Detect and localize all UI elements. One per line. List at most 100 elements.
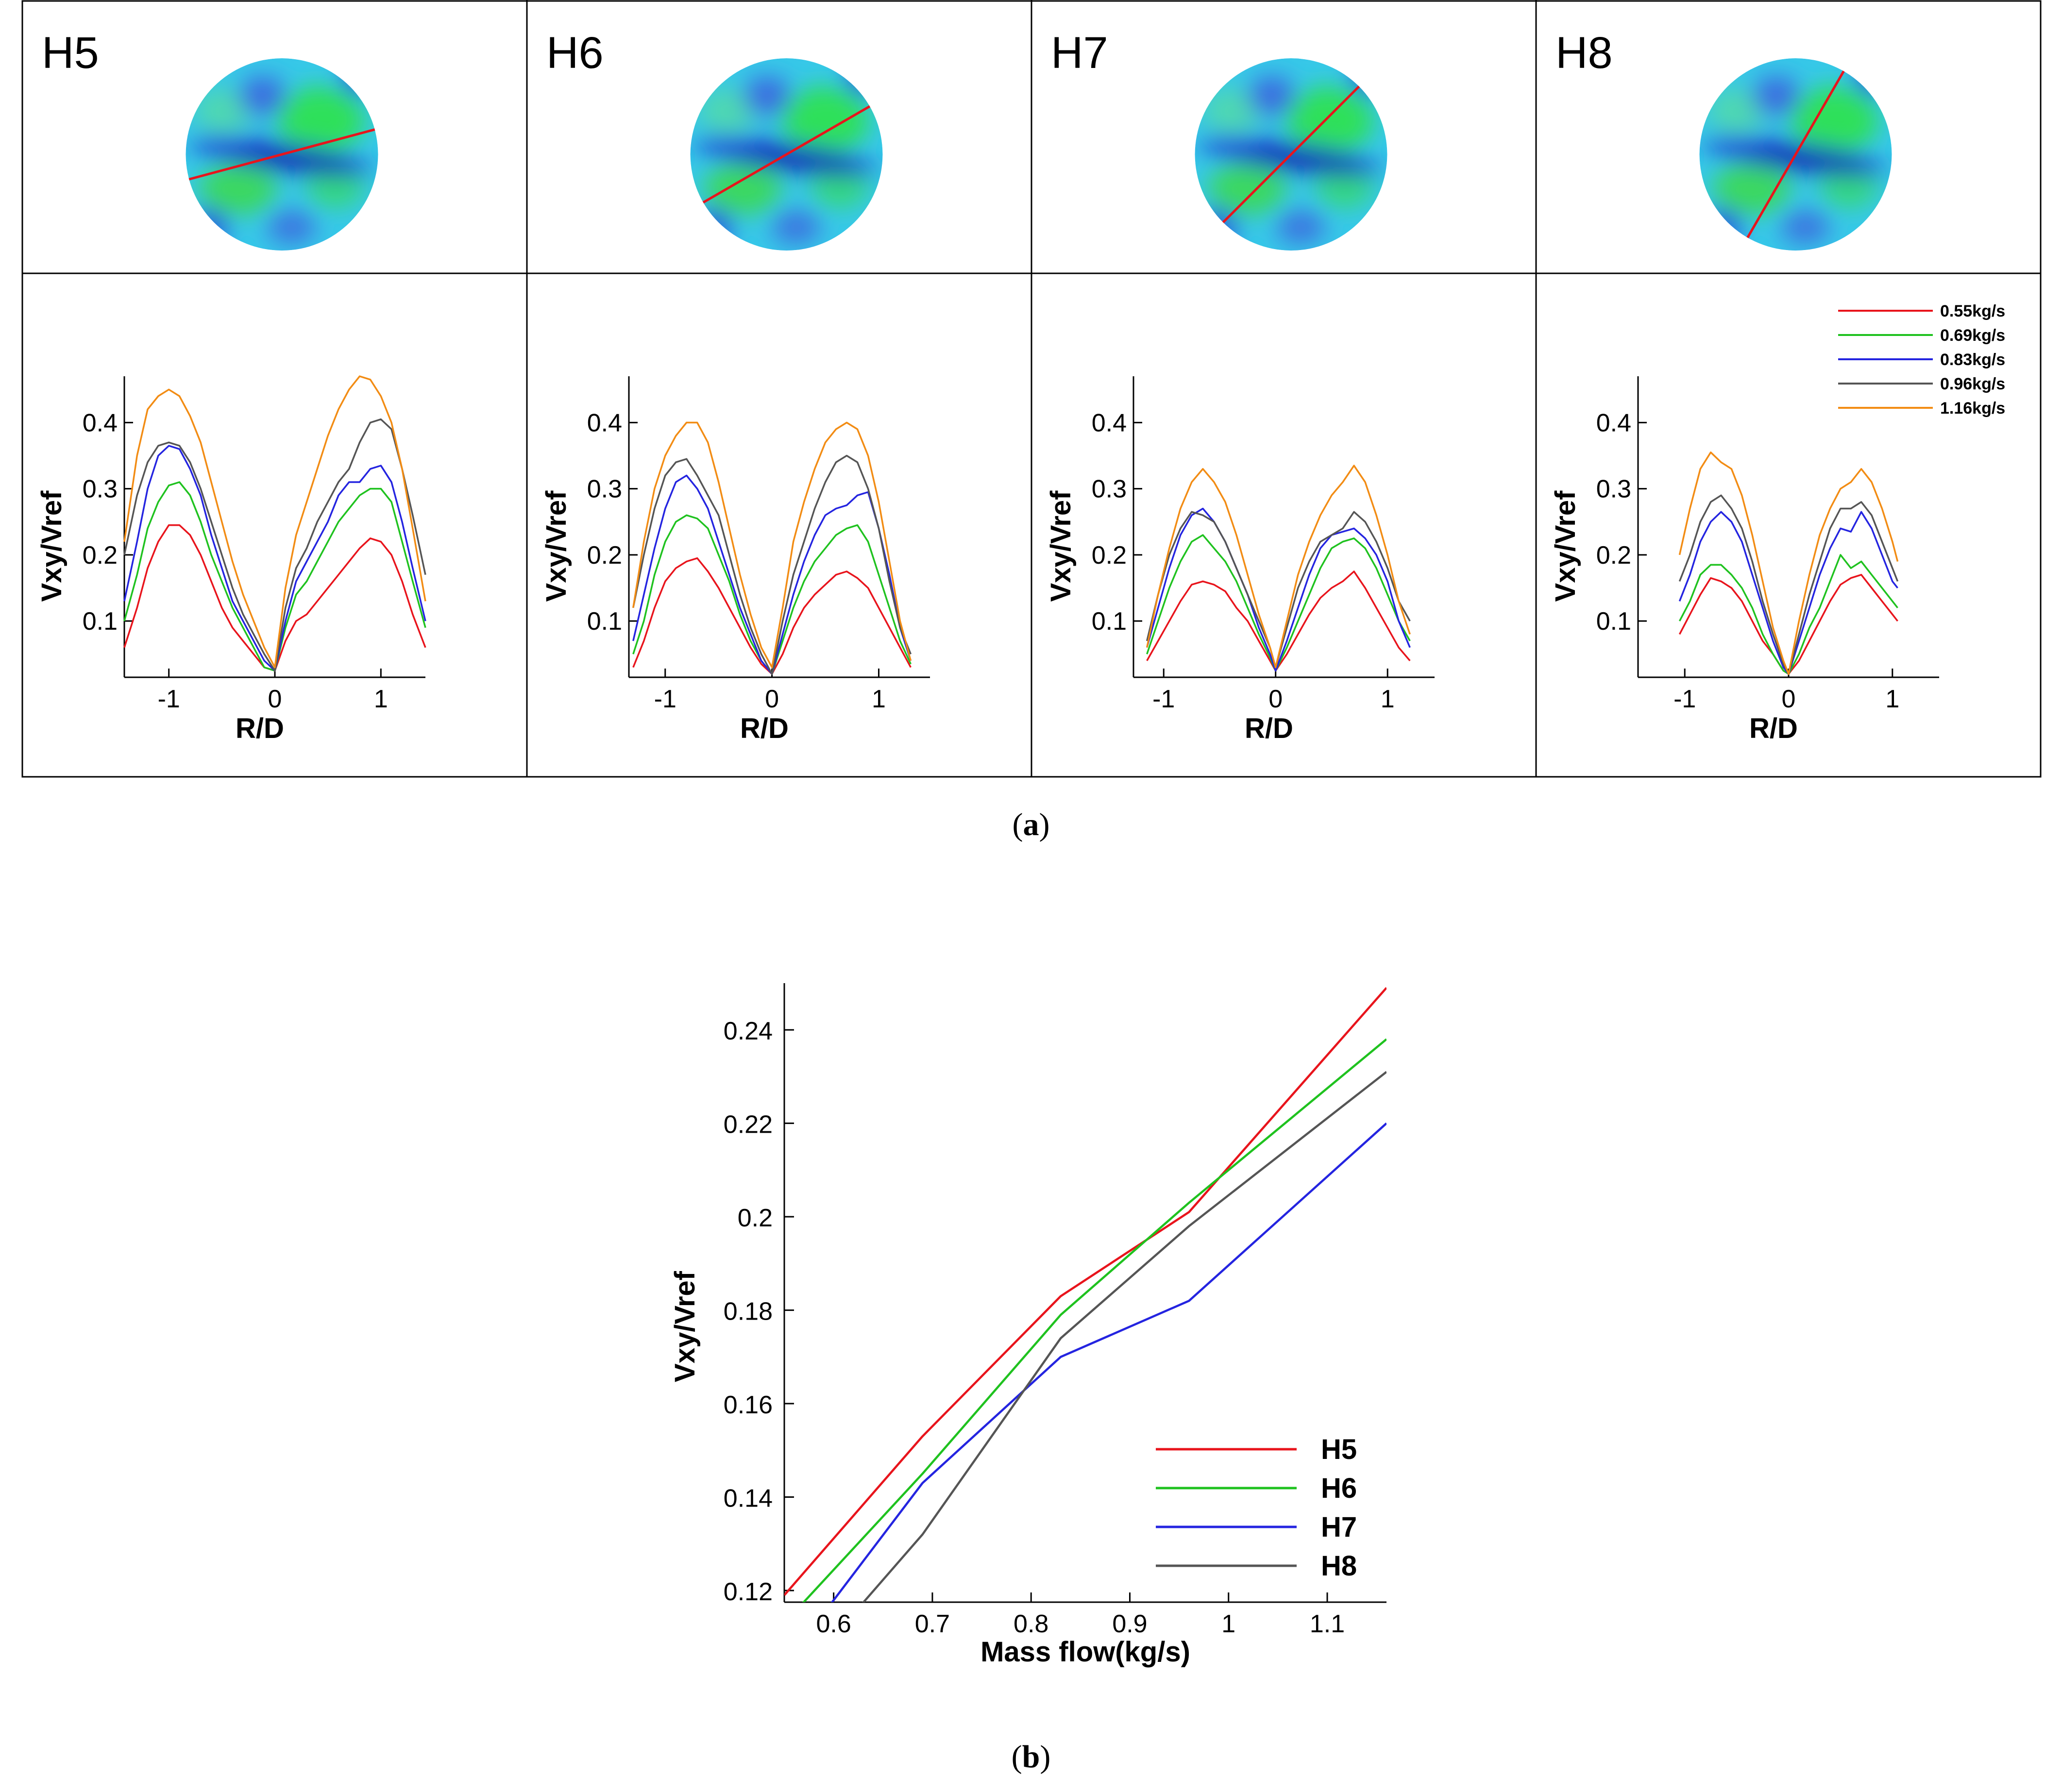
panel-title: H7 (1051, 28, 1108, 78)
series-line-1.16kg/s (632, 421, 912, 669)
x-tick-label: 1 (1381, 685, 1395, 713)
sampling-line (1746, 70, 1845, 238)
y-tick-label: 0.3 (1596, 475, 1631, 503)
y-axis-label: Vxy/Vref (541, 490, 572, 602)
legend-label: 0.69kg/s (1940, 326, 2005, 345)
sampling-line (702, 105, 871, 204)
y-tick-label: 0.4 (1092, 409, 1127, 437)
contour-green-blob (194, 89, 253, 133)
contour-green-blob (781, 86, 869, 154)
legend-label: 0.83kg/s (1940, 351, 2005, 369)
contour-blue-spot (238, 77, 287, 116)
contour-green-blob (704, 162, 782, 215)
y-tick-label: 0.1 (1596, 607, 1631, 636)
contour-green-blob (1713, 162, 1791, 215)
y-tick-label: 0.2 (1596, 541, 1631, 569)
contour-h6: H6 (546, 28, 883, 251)
legend-a: 0.55kg/s 0.69kg/s 0.83kg/s 0.96kg/s 1.16kg/s (1838, 302, 2005, 418)
series-line-0.69kg/s (1146, 534, 1411, 672)
legend-label: 0.96kg/s (1940, 375, 2005, 393)
contour-blue-spot (1752, 77, 1801, 116)
legend-label: H8 (1321, 1550, 1357, 1582)
x-tick-label: 0 (765, 685, 779, 713)
contour-green-blob (1791, 86, 1878, 154)
x-tick-label: 1.1 (1310, 1610, 1345, 1638)
panel-title: H6 (546, 28, 604, 78)
x-tick-label: -1 (1673, 685, 1696, 713)
contour-green-blob (699, 89, 758, 133)
x-tick-label: -1 (654, 685, 676, 713)
panel-title: H8 (1555, 28, 1613, 78)
x-axis-label: R/D (1749, 713, 1798, 744)
legend-label: H7 (1321, 1511, 1357, 1543)
profile-plot-h7: 0.1 0.2 0.3 0.4 -1 0 1 R/D Vxy/Vref (1045, 376, 1435, 744)
contour-blue-spot (772, 210, 821, 244)
contour-blue-spot (340, 58, 378, 96)
legend-label: 1.16kg/s (1940, 399, 2005, 418)
y-axis-label: Vxy/Vref (36, 490, 68, 602)
series-line-H8 (862, 1071, 1386, 1602)
y-axis-label: Vxy/Vref (669, 1271, 701, 1382)
y-tick-label: 0.2 (587, 541, 622, 569)
y-tick-label: 0.14 (724, 1484, 773, 1512)
x-axis-label: R/D (1245, 713, 1293, 744)
panel-title: H5 (42, 28, 99, 78)
profile-plot-h8: 0.1 0.2 0.3 0.4 -1 0 1 R/D Vxy/Vref (1550, 376, 1939, 744)
series-line-0.83kg/s (123, 445, 426, 672)
contour-green-blob (1203, 89, 1262, 133)
contour-blue-spot (1854, 58, 1892, 96)
profile-plot-h6: 0.1 0.2 0.3 0.4 -1 0 1 R/D Vxy/Vref (541, 376, 930, 744)
contour-blue-spot (1247, 77, 1296, 116)
profile-plots: 0.1 0.2 0.3 0.4 -1 0 1 R/D Vxy/Vref 0.1 0.2 0.3 0.4 -… (36, 375, 1939, 744)
contour-blue-core (742, 149, 858, 174)
x-axis-label: R/D (236, 713, 284, 744)
series-line-0.96kg/s (1678, 494, 1899, 675)
contour-blue-spot (1276, 210, 1325, 244)
series-line-1.16kg/s (1678, 451, 1899, 675)
x-tick-label: 0 (1268, 685, 1283, 713)
y-tick-label: 0.24 (724, 1017, 773, 1045)
x-axis-label: Mass flow(kg/s) (980, 1636, 1190, 1668)
x-tick-label: 0.7 (915, 1610, 950, 1638)
series-line-0.96kg/s (123, 418, 426, 672)
x-axis-label: R/D (740, 713, 789, 744)
x-tick-label: 0.8 (1014, 1610, 1048, 1638)
x-tick-label: 0 (268, 685, 282, 713)
y-tick-label: 0.18 (724, 1298, 773, 1326)
series-line-1.16kg/s (1146, 465, 1411, 669)
contour-blue-spot (845, 58, 883, 96)
series-line-0.55kg/s (123, 524, 426, 672)
contour-h8: H8 (1555, 28, 1892, 251)
y-tick-label: 0.16 (724, 1391, 773, 1419)
y-tick-label: 0.3 (83, 475, 118, 503)
y-axis-label: Vxy/Vref (1045, 490, 1077, 602)
x-tick-label: 0 (1782, 685, 1796, 713)
contour-green-blob (1708, 89, 1767, 133)
y-tick-label: 0.12 (724, 1578, 773, 1606)
panel-a-frame (21, 0, 2042, 778)
y-axis-label: Vxy/Vref (1550, 490, 1581, 602)
contour-blue-spot (743, 77, 792, 116)
contour-blue-core (1751, 149, 1867, 174)
series-line-1.16kg/s (123, 375, 426, 669)
legend-b: H5 H6 H7 H8 (1156, 1434, 1357, 1582)
y-tick-label: 0.3 (587, 475, 622, 503)
contour-h5: H5 (42, 28, 378, 251)
contour-blue-spot (189, 208, 229, 247)
x-tick-label: -1 (158, 685, 180, 713)
contour-h7: H7 (1051, 28, 1387, 251)
legend-label: 0.55kg/s (1940, 302, 2005, 320)
series-line-0.83kg/s (1146, 507, 1411, 672)
sampling-line (188, 128, 375, 181)
caption-b: (b) (1012, 1739, 1051, 1775)
y-tick-label: 0.2 (738, 1204, 773, 1232)
y-tick-label: 0.1 (1092, 607, 1127, 636)
contour-blue-core (237, 149, 354, 174)
profile-plot-h5: 0.1 0.2 0.3 0.4 -1 0 1 R/D Vxy/Vref (36, 375, 426, 744)
x-tick-label: 0.6 (816, 1610, 851, 1638)
contour-blue-spot (267, 210, 316, 244)
contour-green-blob (1208, 162, 1286, 215)
chart-b-series (784, 987, 1386, 1602)
series-line-H7 (830, 1122, 1386, 1602)
contour-blue-spot (694, 208, 733, 247)
